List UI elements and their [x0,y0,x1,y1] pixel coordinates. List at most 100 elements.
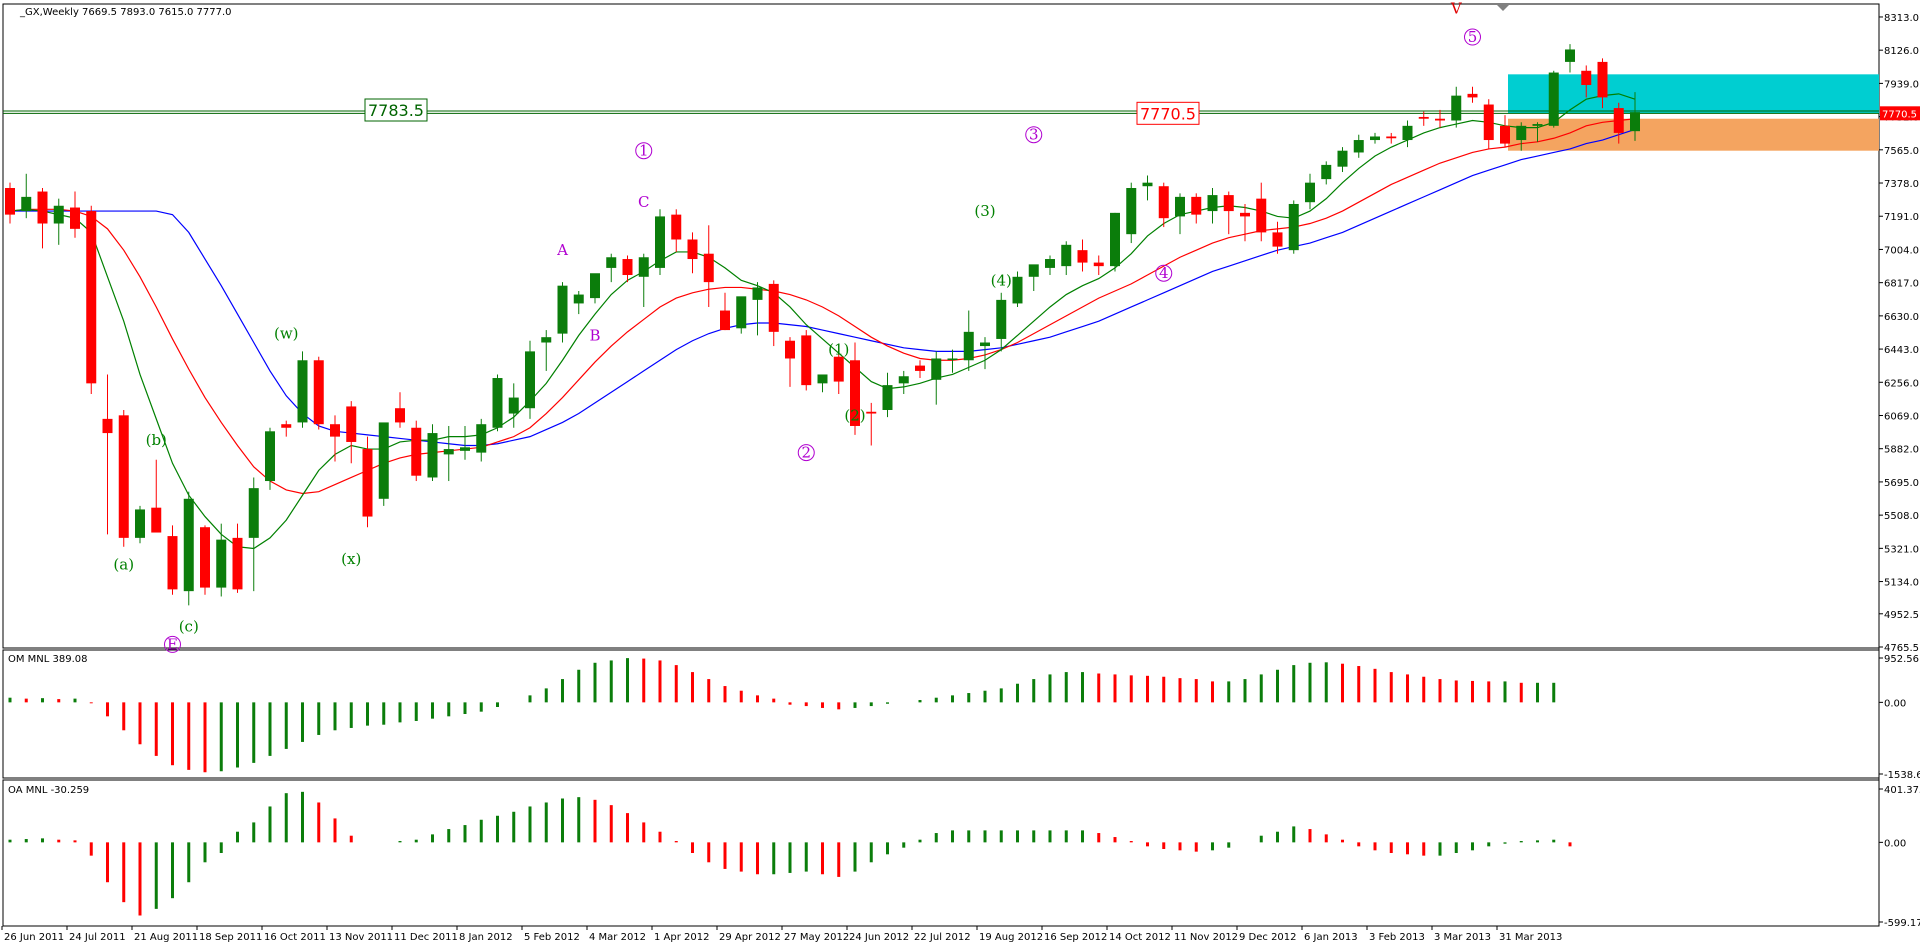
candle-body [703,253,714,283]
candle-body [1565,49,1575,62]
candle-body [476,424,487,453]
wave-label: C [638,193,649,211]
y-tick-label: 5695.0 [1884,478,1919,489]
x-tick-label: 16 Oct 2011 [264,932,326,943]
chart-shift-marker[interactable] [1497,5,1509,11]
candle-body [1548,72,1559,126]
wave-label: 5 [1468,28,1478,46]
candle-body [86,211,97,384]
oscillator2-y-tick-label: 0.00 [1884,838,1906,849]
zone-cyan [1508,74,1879,114]
candle-body [931,358,942,380]
candle-body [785,340,795,359]
candle-body [70,207,80,229]
candle-body [801,335,812,386]
wave-label: A [556,241,568,259]
candle-body [1077,250,1088,263]
candle-body [1175,196,1185,217]
candle-body [947,358,958,360]
x-tick-label: 6 Jan 2013 [1304,932,1358,943]
ma-mid-line [9,118,1636,495]
wave-label: (a) [113,556,134,574]
y-tick-label: 5882.0 [1884,445,1919,456]
candle-body [1288,203,1299,251]
wave-label: (w) [274,325,299,343]
x-tick-label: 22 Jul 2012 [914,932,971,943]
candle-body [21,196,32,212]
candle-body [330,424,340,437]
candle-body [508,397,519,414]
candle-body [395,408,405,423]
candle-body [167,536,178,590]
candle-body [1353,140,1364,153]
candle-body [313,360,324,425]
y-tick-label: 7565.0 [1884,146,1919,157]
x-tick-label: 9 Dec 2012 [1239,932,1297,943]
candle-body [183,498,194,592]
oscillator1-y-tick-label: -1538.65 [1884,770,1920,781]
y-tick-label: 6817.0 [1884,279,1919,290]
candle-body [1597,61,1608,98]
candle-body [1337,150,1348,167]
candle-body [1045,259,1055,268]
candle-body [427,433,438,478]
candle-body [687,239,698,260]
candle-body [1305,182,1315,203]
oscillator2-panel-frame [2,779,1880,927]
candle-body [1191,196,1202,215]
candle-body [378,422,389,499]
current-price-marker [1880,106,1920,121]
x-tick-label: 11 Nov 2012 [1174,932,1238,943]
candle-body [1272,232,1283,247]
candle-body [1451,95,1462,121]
candle-body [1386,136,1397,139]
current-price-label: 7770.5 [1882,109,1917,120]
candle-body [980,342,990,347]
x-tick-label: 14 Oct 2012 [1109,932,1171,943]
candle-body [850,360,860,426]
time-axis: 26 Jun 2011 24 Jul 2011 21 Aug 2011 18 Sep … [1,926,1562,943]
x-tick-label: 11 Dec 2011 [394,932,458,943]
x-tick-label: 13 Nov 2011 [329,932,393,943]
y-tick-label: 4952.5 [1884,610,1919,621]
y-tick-label: 6630.0 [1884,312,1919,323]
x-tick-label: 3 Feb 2013 [1369,932,1425,943]
candle-body [1402,125,1413,141]
moving-averages [9,93,1636,550]
candle-body [443,449,454,455]
oscillator2-y-tick-label: -599.177 [1884,918,1920,929]
candle-body [460,447,470,451]
x-tick-label: 1 Apr 2012 [654,932,709,943]
wave-circle [635,142,653,160]
candle-body [736,296,747,329]
candle-body [1370,136,1380,141]
x-tick-label: 5 Feb 2012 [524,932,580,943]
y-tick-label: 8126.0 [1884,46,1919,57]
y-tick-label: 6069.0 [1884,411,1919,422]
candle-body [1630,112,1640,132]
candle-body [1321,164,1332,180]
oscillator1-y-tick-label: 0.00 [1884,698,1906,709]
y-tick-label: 6443.0 [1884,345,1919,356]
candle-body [817,374,828,384]
wave-label: 2 [801,444,811,462]
wave-circle [1464,28,1481,46]
candle-body [265,431,275,482]
price-axis: 8313.08126.07939.07752.07565.07378.07191… [1879,13,1920,654]
y-tick-label: 7004.0 [1884,245,1919,256]
candle-body [1207,195,1218,212]
y-tick-label: 5134.0 [1884,578,1919,589]
candle-body [996,299,1007,339]
oscillator1-panel-frame [2,649,1880,779]
ma-fast-line [9,93,1636,550]
candle-body [1418,116,1429,119]
y-tick-label: 6256.0 [1884,378,1919,389]
candle-body [1142,182,1153,187]
wave-circle [164,635,181,653]
candle-body [638,257,649,277]
candle-body [1240,212,1250,217]
candle-body [492,378,503,428]
wave-label: (2) [844,406,865,424]
wave-label: (4) [991,271,1012,289]
x-tick-label: 27 May 2012 [784,932,849,943]
